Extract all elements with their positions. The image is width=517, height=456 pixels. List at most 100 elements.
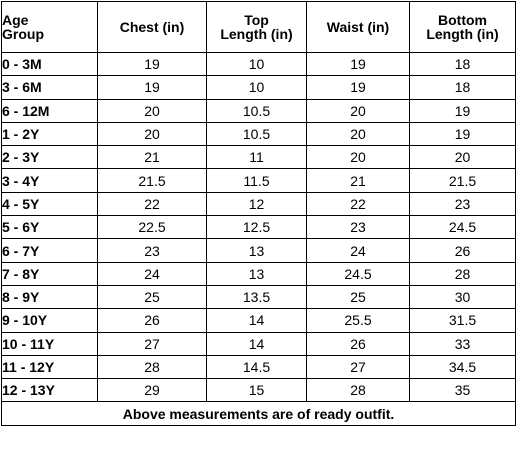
bottom-length-cell: 26 [409, 238, 516, 263]
top-length-cell: 15 [206, 378, 307, 403]
age-group-cell: 12 - 13Y [1, 378, 98, 403]
waist-cell: 27 [306, 354, 410, 380]
bottom-length-cell: 19 [409, 121, 516, 147]
waist-cell: 21 [306, 168, 410, 193]
top-length-cell: 14 [206, 331, 307, 356]
waist-cell: 28 [306, 378, 410, 403]
waist-cell: 23 [306, 215, 410, 240]
header-top-length: Top Length (in) [206, 1, 307, 53]
bottom-length-cell: 19 [409, 98, 516, 123]
age-group-cell: 7 - 8Y [1, 261, 98, 286]
chest-cell: 28 [97, 354, 207, 380]
top-length-cell: 11.5 [206, 168, 307, 193]
bottom-length-cell: 34.5 [409, 354, 516, 380]
age-group-cell: 1 - 2Y [1, 121, 98, 147]
table-row: 11 - 12Y 28 14.5 27 34.5 [1, 354, 516, 380]
header-waist-label: Waist (in) [326, 19, 390, 35]
chest-cell: 27 [97, 331, 207, 356]
bottom-length-cell: 21.5 [409, 168, 516, 193]
age-group-cell: 0 - 3M [1, 51, 98, 77]
chest-cell: 26 [97, 308, 207, 333]
age-group-cell: 2 - 3Y [1, 145, 98, 170]
age-group-cell: 9 - 10Y [1, 308, 98, 333]
bottom-length-cell: 28 [409, 261, 516, 286]
chest-cell: 20 [97, 98, 207, 123]
chest-cell: 20 [97, 121, 207, 147]
chest-cell: 21.5 [97, 168, 207, 193]
top-length-cell: 10.5 [206, 98, 307, 123]
top-length-cell: 10.5 [206, 121, 307, 147]
age-group-cell: 8 - 9Y [1, 284, 98, 310]
chest-cell: 19 [97, 51, 207, 77]
age-group-cell: 4 - 5Y [1, 191, 98, 217]
header-waist: Waist (in) [306, 1, 410, 53]
top-length-cell: 14 [206, 308, 307, 333]
bottom-length-cell: 35 [409, 378, 516, 403]
bottom-length-cell: 20 [409, 145, 516, 170]
waist-cell: 20 [306, 121, 410, 147]
top-length-cell: 11 [206, 145, 307, 170]
top-length-cell: 13.5 [206, 284, 307, 310]
bottom-length-cell: 33 [409, 331, 516, 356]
chest-cell: 21 [97, 145, 207, 170]
header-age-line2: Group [2, 26, 45, 42]
chest-cell: 23 [97, 238, 207, 263]
bottom-length-cell: 30 [409, 284, 516, 310]
table-row: 9 - 10Y 26 14 25.5 31.5 [1, 308, 516, 333]
waist-cell: 20 [306, 145, 410, 170]
header-age-group: Age Group [1, 1, 98, 53]
chest-cell: 29 [97, 378, 207, 403]
age-group-cell: 3 - 4Y [1, 168, 98, 193]
waist-cell: 24 [306, 238, 410, 263]
table-row: 6 - 7Y 23 13 24 26 [1, 238, 516, 263]
footer-note: Above measurements are of ready outfit. [1, 401, 516, 427]
bottom-length-cell: 18 [409, 75, 516, 100]
header-top-line2: Length (in) [220, 26, 293, 42]
waist-cell: 26 [306, 331, 410, 356]
header-row: Age Group Chest (in) Top Length (in) Wai… [1, 1, 516, 53]
top-length-cell: 12 [206, 191, 307, 217]
table-row: 12 - 13Y 29 15 28 35 [1, 378, 516, 403]
header-bottom-line2: Length (in) [426, 26, 499, 42]
chest-cell: 22 [97, 191, 207, 217]
age-group-cell: 11 - 12Y [1, 354, 98, 380]
table-row: 0 - 3M 19 10 19 18 [1, 51, 516, 77]
size-chart-table: Age Group Chest (in) Top Length (in) Wai… [1, 1, 516, 427]
header-top-line1: Top [244, 12, 269, 28]
waist-cell: 22 [306, 191, 410, 217]
header-chest: Chest (in) [97, 1, 207, 53]
bottom-length-cell: 24.5 [409, 215, 516, 240]
waist-cell: 25 [306, 284, 410, 310]
waist-cell: 24.5 [306, 261, 410, 286]
waist-cell: 19 [306, 51, 410, 77]
bottom-length-cell: 18 [409, 51, 516, 77]
top-length-cell: 13 [206, 238, 307, 263]
waist-cell: 19 [306, 75, 410, 100]
top-length-cell: 13 [206, 261, 307, 286]
table-row: 3 - 6M 19 10 19 18 [1, 75, 516, 100]
table-row: 6 - 12M 20 10.5 20 19 [1, 98, 516, 123]
header-bottom-length: Bottom Length (in) [409, 1, 516, 53]
chest-cell: 25 [97, 284, 207, 310]
table-row: 7 - 8Y 24 13 24.5 28 [1, 261, 516, 286]
top-length-cell: 14.5 [206, 354, 307, 380]
table-row: 5 - 6Y 22.5 12.5 23 24.5 [1, 215, 516, 240]
table-row: 2 - 3Y 21 11 20 20 [1, 145, 516, 170]
top-length-cell: 12.5 [206, 215, 307, 240]
header-chest-label: Chest (in) [119, 19, 185, 35]
chest-cell: 24 [97, 261, 207, 286]
table-row: 1 - 2Y 20 10.5 20 19 [1, 121, 516, 147]
age-group-cell: 10 - 11Y [1, 331, 98, 356]
table-row: 10 - 11Y 27 14 26 33 [1, 331, 516, 356]
waist-cell: 20 [306, 98, 410, 123]
top-length-cell: 10 [206, 75, 307, 100]
table-body: 0 - 3M 19 10 19 18 3 - 6M 19 10 19 18 6 - 12M 20 10.… [1, 51, 516, 403]
header-age-line1: Age [2, 12, 29, 28]
age-group-cell: 3 - 6M [1, 75, 98, 100]
table-row: 4 - 5Y 22 12 22 23 [1, 191, 516, 217]
chest-cell: 19 [97, 75, 207, 100]
bottom-length-cell: 23 [409, 191, 516, 217]
age-group-cell: 5 - 6Y [1, 215, 98, 240]
footer-row: Above measurements are of ready outfit. [1, 401, 516, 427]
